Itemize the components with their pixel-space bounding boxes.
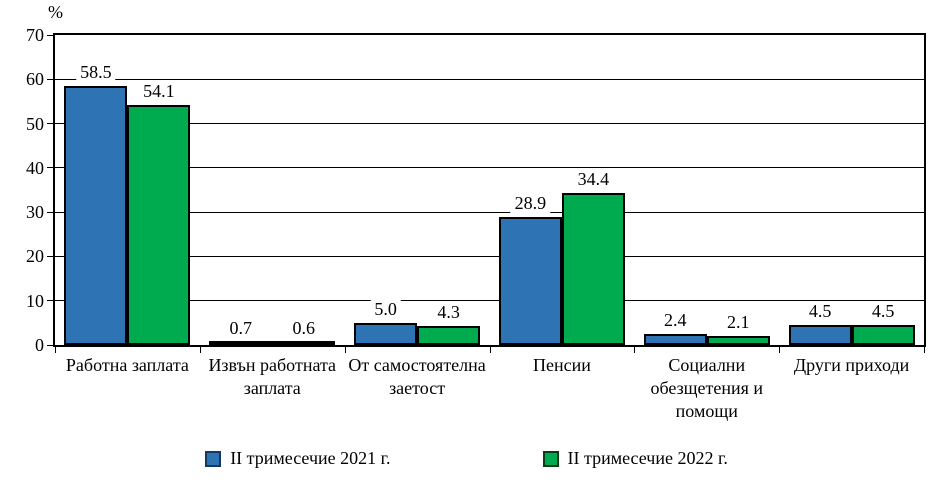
legend-swatch-icon <box>205 450 222 467</box>
legend-label: II тримесечие 2021 г. <box>230 448 391 468</box>
x-tick-mark <box>634 347 636 353</box>
x-tick-mark <box>924 347 925 353</box>
bar-series1-cat1 <box>64 85 128 345</box>
y-tick-label: 30 <box>26 202 44 223</box>
legend-label: II тримесечие 2022 г. <box>567 448 728 468</box>
y-tick-mark <box>47 344 53 346</box>
x-category-label: Други приходи <box>793 355 910 375</box>
legend: II тримесечие 2021 г. II тримесечие 2022 … <box>0 448 933 469</box>
bar-series2-cat5 <box>706 335 770 345</box>
bar-series1-cat3 <box>354 322 418 345</box>
bar-series1-cat5 <box>643 334 707 345</box>
y-tick-label: 70 <box>26 25 44 45</box>
gridline <box>55 211 924 213</box>
bar-series2-cat4 <box>561 192 625 345</box>
x-tick-mark <box>55 347 56 353</box>
bar-series2-cat2 <box>272 341 336 345</box>
x-category-label: От самостоятелна заетост <box>348 355 486 398</box>
x-category-label: Работна заплата <box>65 355 189 375</box>
y-tick-mark <box>47 34 53 36</box>
bar-series2-cat6 <box>851 325 915 345</box>
y-tick-mark <box>47 78 53 80</box>
value-label: 2.1 <box>723 311 754 332</box>
value-label: 4.5 <box>804 301 836 322</box>
y-tick-label: 50 <box>26 113 44 134</box>
value-label: 2.4 <box>660 310 691 331</box>
y-tick-mark <box>47 167 53 169</box>
value-label: 0.6 <box>288 318 319 339</box>
gridline <box>55 78 924 80</box>
plot-area: 58.5 0.7 5.0 28.9 2.4 4.5 54.1 0.6 4.3 34.4 2.1 4.5 <box>53 33 926 347</box>
y-axis-unit-label: % <box>48 2 63 22</box>
value-label: 54.1 <box>139 81 179 102</box>
bar-series1-cat6 <box>788 325 852 345</box>
bar-series1-cat4 <box>498 217 562 345</box>
x-category-label: Социални обезщетения и помощи <box>650 355 764 421</box>
y-tick-label: 40 <box>26 157 44 178</box>
legend-item-1: II тримесечие 2021 г. <box>205 448 391 469</box>
gridline <box>55 300 924 302</box>
bar-series2-cat3 <box>417 325 481 345</box>
y-tick-label: 20 <box>26 246 44 267</box>
value-label: 4.5 <box>867 301 899 322</box>
y-tick-mark <box>47 300 53 302</box>
x-tick-mark <box>779 347 781 353</box>
value-label: 5.0 <box>370 298 401 319</box>
legend-item-2: II тримесечие 2022 г. <box>542 448 728 469</box>
y-tick-label: 60 <box>26 69 44 90</box>
value-label: 4.3 <box>433 301 464 322</box>
value-label: 58.5 <box>76 61 116 82</box>
y-tick-label: 10 <box>26 290 44 311</box>
bar-series2-cat1 <box>127 105 191 345</box>
y-tick-label: 0 <box>35 335 44 355</box>
gridline <box>55 123 924 125</box>
gridline <box>55 167 924 169</box>
x-category-label: Извън работната заплата <box>208 355 337 398</box>
value-label: 34.4 <box>573 168 614 189</box>
gridline <box>55 255 924 257</box>
x-tick-mark <box>344 347 346 353</box>
bar-series1-cat2 <box>209 341 273 345</box>
value-label: 0.7 <box>225 317 256 338</box>
y-tick-mark <box>47 255 53 257</box>
y-tick-mark <box>47 123 53 125</box>
x-tick-mark <box>199 347 201 353</box>
x-tick-mark <box>489 347 491 353</box>
x-category-label: Пенсии <box>532 355 591 375</box>
y-tick-mark <box>47 211 53 213</box>
legend-swatch-icon <box>542 450 559 467</box>
value-label: 28.9 <box>510 193 551 213</box>
